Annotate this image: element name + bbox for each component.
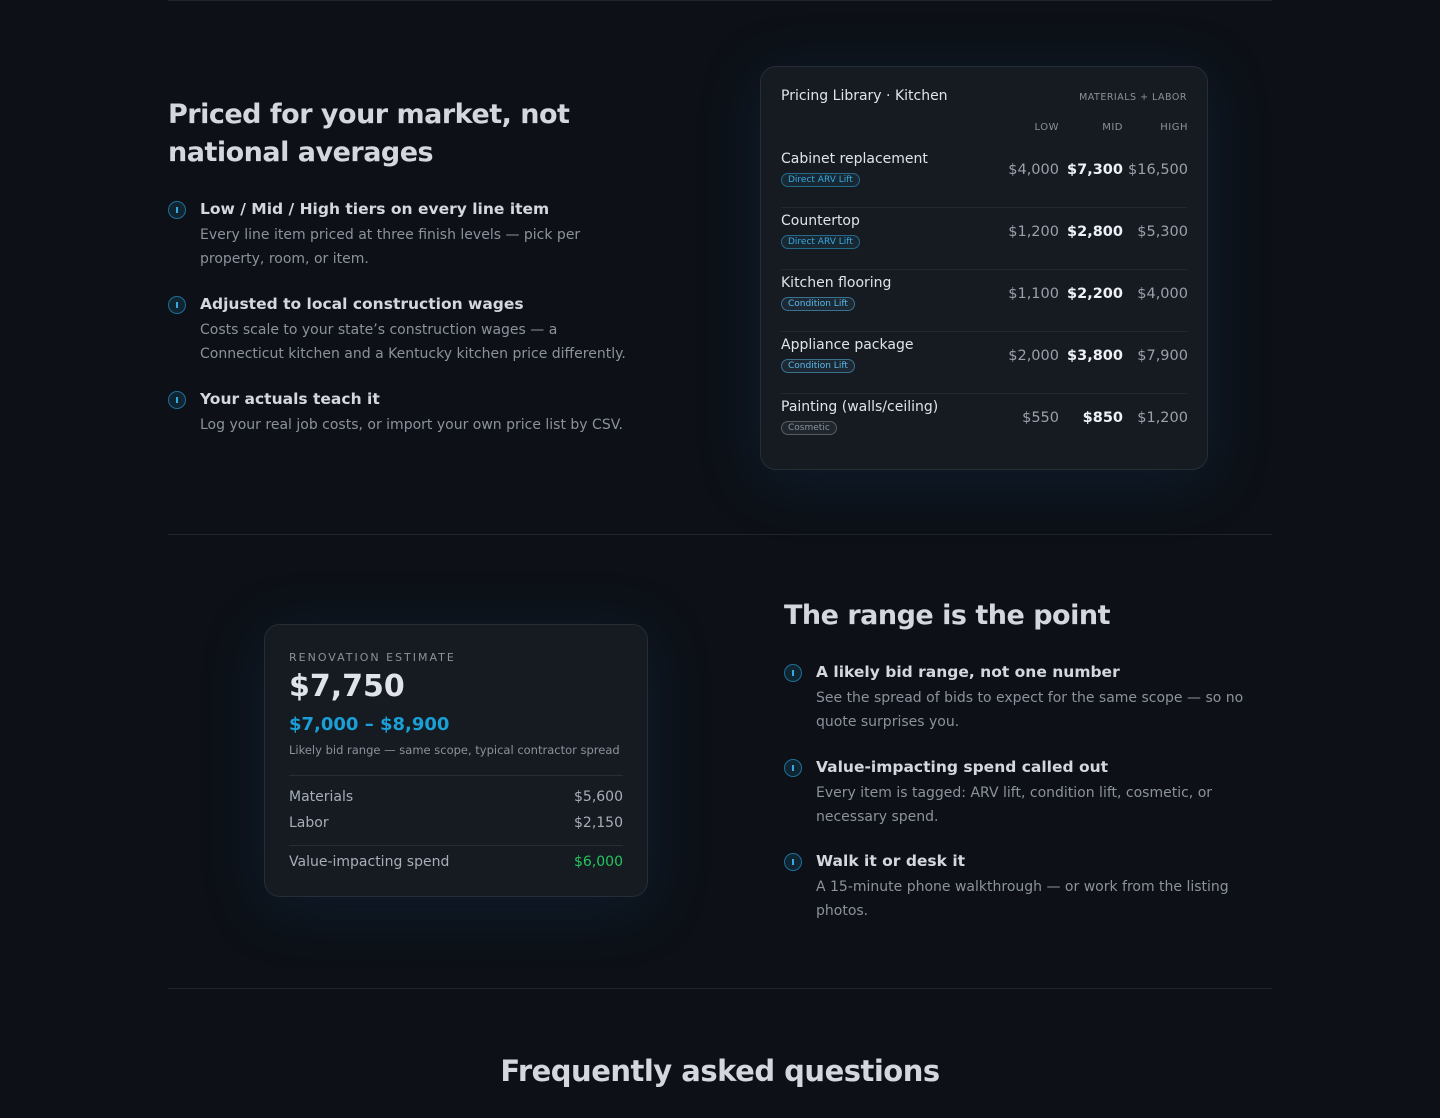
price: $4,000 — [1008, 162, 1059, 178]
row-name: Cabinet replacement — [781, 151, 928, 167]
feature-text: Every item is tagged: ARV lift, conditio… — [816, 785, 1213, 825]
section-title: Priced for your market, not national ave… — [168, 99, 570, 168]
row-tag: Condition Lift — [781, 297, 855, 311]
estimate-range: $7,000 – $8,900 — [289, 714, 450, 735]
feature: Your actuals teach it Log your real job c… — [168, 388, 638, 437]
faq-title: Frequently asked questions — [500, 1054, 940, 1088]
feature: Low / Mid / High tiers on every line ite… — [168, 198, 638, 271]
section-title: The range is the point — [784, 600, 1110, 631]
estimate-label: RENOVATION ESTIMATE — [289, 651, 456, 664]
feature-title: Value-impacting spend called out — [816, 758, 1109, 776]
row-name: Countertop — [781, 213, 860, 229]
feature-text: A 15-minute phone walkthrough — or work … — [816, 879, 1229, 919]
row-name: Appliance package — [781, 337, 914, 353]
row-divider — [781, 269, 1187, 270]
feature-title: Your actuals teach it — [200, 390, 380, 408]
price: $1,200 — [1008, 224, 1059, 240]
feature-title: Low / Mid / High tiers on every line ite… — [200, 200, 550, 218]
price: $4,000 — [1137, 286, 1188, 302]
price: $5,300 — [1137, 224, 1188, 240]
feature-text: Every line item priced at three finish l… — [200, 227, 581, 267]
feature-icon — [168, 391, 186, 409]
feature: Walk it or desk it A 15-minute phone walk… — [784, 850, 1254, 923]
feature-icon — [168, 201, 186, 219]
feature-text: Log your real job costs, or import your … — [200, 417, 623, 433]
row-divider — [781, 207, 1187, 208]
pricing-card: Pricing Library · Kitchen MATERIALS + LA… — [760, 66, 1208, 470]
row-tag: Direct ARV Lift — [781, 235, 860, 249]
feature-title: Adjusted to local construction wages — [200, 295, 524, 313]
column-header: HIGH — [1160, 122, 1188, 133]
value-line-value: $6,000 — [574, 854, 623, 870]
value-line-name: Value-impacting spend — [289, 854, 450, 870]
card-subtitle: MATERIALS + LABOR — [1079, 92, 1187, 103]
row-divider — [781, 393, 1187, 394]
feature-icon — [784, 664, 802, 682]
feature-icon — [784, 759, 802, 777]
price: $550 — [1022, 410, 1059, 426]
line-value: $5,600 — [574, 789, 623, 805]
price: $2,800 — [1067, 224, 1123, 240]
feature: Adjusted to local construction wages Cost… — [168, 293, 638, 366]
price: $16,500 — [1128, 162, 1188, 178]
column-header: LOW — [1034, 122, 1059, 133]
row-tag: Condition Lift — [781, 359, 855, 373]
feature-title: A likely bid range, not one number — [816, 663, 1120, 681]
estimate-card: RENOVATION ESTIMATE $7,750 $7,000 – $8,9… — [264, 624, 648, 897]
row-tag: Cosmetic — [781, 421, 837, 435]
card-title: Pricing Library · Kitchen — [781, 88, 948, 104]
feature-text: Costs scale to your state’s construction… — [200, 322, 626, 362]
line-name: Materials — [289, 789, 354, 805]
feature-text: See the spread of bids to expect for the… — [816, 690, 1244, 730]
feature: Value-impacting spend called out Every it… — [784, 756, 1254, 829]
price: $850 — [1082, 410, 1123, 426]
price: $7,300 — [1067, 162, 1123, 178]
line-value: $2,150 — [574, 815, 623, 831]
price: $7,900 — [1137, 348, 1188, 364]
price: $2,000 — [1008, 348, 1059, 364]
price: $2,200 — [1067, 286, 1123, 302]
row-name: Kitchen flooring — [781, 275, 892, 291]
estimate-caption: Likely bid range — same scope, typical c… — [289, 743, 620, 757]
price: $1,200 — [1137, 410, 1188, 426]
feature: A likely bid range, not one number See th… — [784, 661, 1254, 734]
feature-icon — [784, 853, 802, 871]
row-divider — [781, 331, 1187, 332]
estimate-total: $7,750 — [289, 669, 405, 704]
row-name: Painting (walls/ceiling) — [781, 399, 939, 415]
price: $3,800 — [1067, 348, 1123, 364]
feature-title: Walk it or desk it — [816, 852, 966, 870]
line-name: Labor — [289, 815, 329, 831]
column-header: MID — [1102, 122, 1123, 133]
price: $1,100 — [1008, 286, 1059, 302]
row-tag: Direct ARV Lift — [781, 173, 860, 187]
feature-icon — [168, 296, 186, 314]
